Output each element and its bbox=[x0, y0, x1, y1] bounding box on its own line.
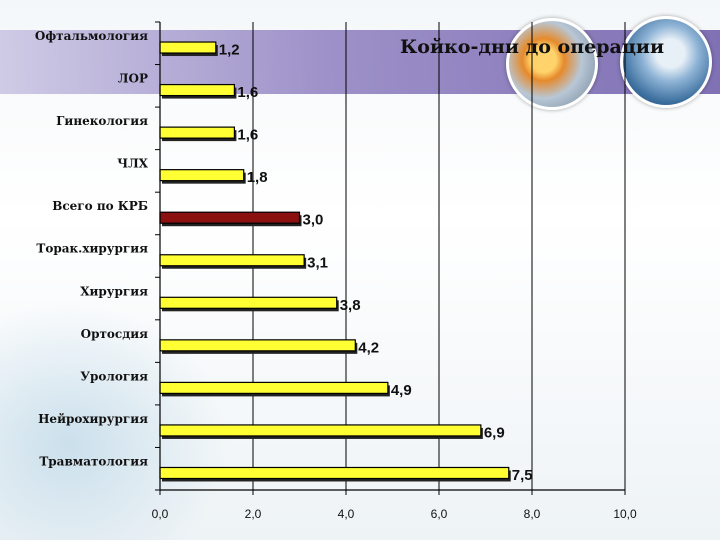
bar bbox=[159, 41, 217, 54]
data-labels: 1,2 1,6 1,6 1,8 3,0 3,1 3,8 4,2 4,9 6,9 7,5 bbox=[219, 42, 533, 484]
data-label: 3,0 bbox=[303, 212, 324, 229]
category-label: Травматология bbox=[39, 454, 148, 468]
x-tick-label: 4,0 bbox=[338, 507, 355, 521]
data-label: 1,8 bbox=[247, 169, 268, 186]
category-label: Хирургия bbox=[80, 284, 148, 298]
bar bbox=[159, 211, 301, 224]
data-label: 4,9 bbox=[391, 382, 412, 399]
gridlines bbox=[252, 22, 626, 490]
bar bbox=[159, 126, 236, 139]
data-label: 6,9 bbox=[484, 424, 505, 441]
bar bbox=[159, 424, 482, 437]
bar bbox=[159, 466, 510, 480]
category-label: ЧЛХ bbox=[117, 157, 149, 171]
bar bbox=[159, 381, 389, 394]
category-labels: Офтальмология ЛОР Гинекология ЧЛХ Всего по К… bbox=[35, 29, 149, 468]
bar bbox=[159, 169, 245, 182]
bar bbox=[159, 83, 236, 97]
tick-labels: 0,0 2,0 4,0 6,0 8,0 10,0 bbox=[152, 507, 637, 521]
bar bbox=[159, 296, 338, 309]
bars bbox=[159, 41, 511, 482]
x-tick-label: 6,0 bbox=[431, 507, 448, 521]
category-label: Нейрохирургия bbox=[38, 412, 148, 426]
bar bbox=[159, 339, 356, 352]
category-label: Всего по КРБ bbox=[52, 199, 148, 213]
bar bbox=[159, 254, 305, 267]
data-label: 1,6 bbox=[237, 127, 258, 144]
data-label: 7,5 bbox=[512, 467, 533, 484]
data-label: 1,6 bbox=[237, 84, 258, 101]
category-label: Торак.хирургия bbox=[36, 242, 148, 256]
doctor-photo bbox=[620, 16, 712, 108]
data-label: 3,1 bbox=[307, 254, 328, 271]
category-label: Ортосдия bbox=[81, 327, 148, 341]
category-label: Урология bbox=[80, 369, 148, 383]
x-tick-label: 8,0 bbox=[524, 507, 541, 521]
data-label: 3,8 bbox=[340, 297, 361, 314]
axes bbox=[155, 21, 626, 495]
category-label: Офтальмология bbox=[35, 29, 148, 43]
x-tick-label: 0,0 bbox=[152, 507, 169, 521]
pills-photo bbox=[506, 18, 598, 110]
category-label: ЛОР bbox=[118, 72, 148, 86]
category-label: Гинекология bbox=[56, 114, 148, 128]
x-tick-label: 2,0 bbox=[245, 507, 262, 521]
data-label: 4,2 bbox=[358, 339, 379, 356]
background-band bbox=[0, 30, 720, 94]
x-tick-label: 10,0 bbox=[613, 507, 637, 521]
chart-title: Койко-дни до операции bbox=[400, 36, 665, 58]
data-label: 1,2 bbox=[219, 42, 240, 59]
